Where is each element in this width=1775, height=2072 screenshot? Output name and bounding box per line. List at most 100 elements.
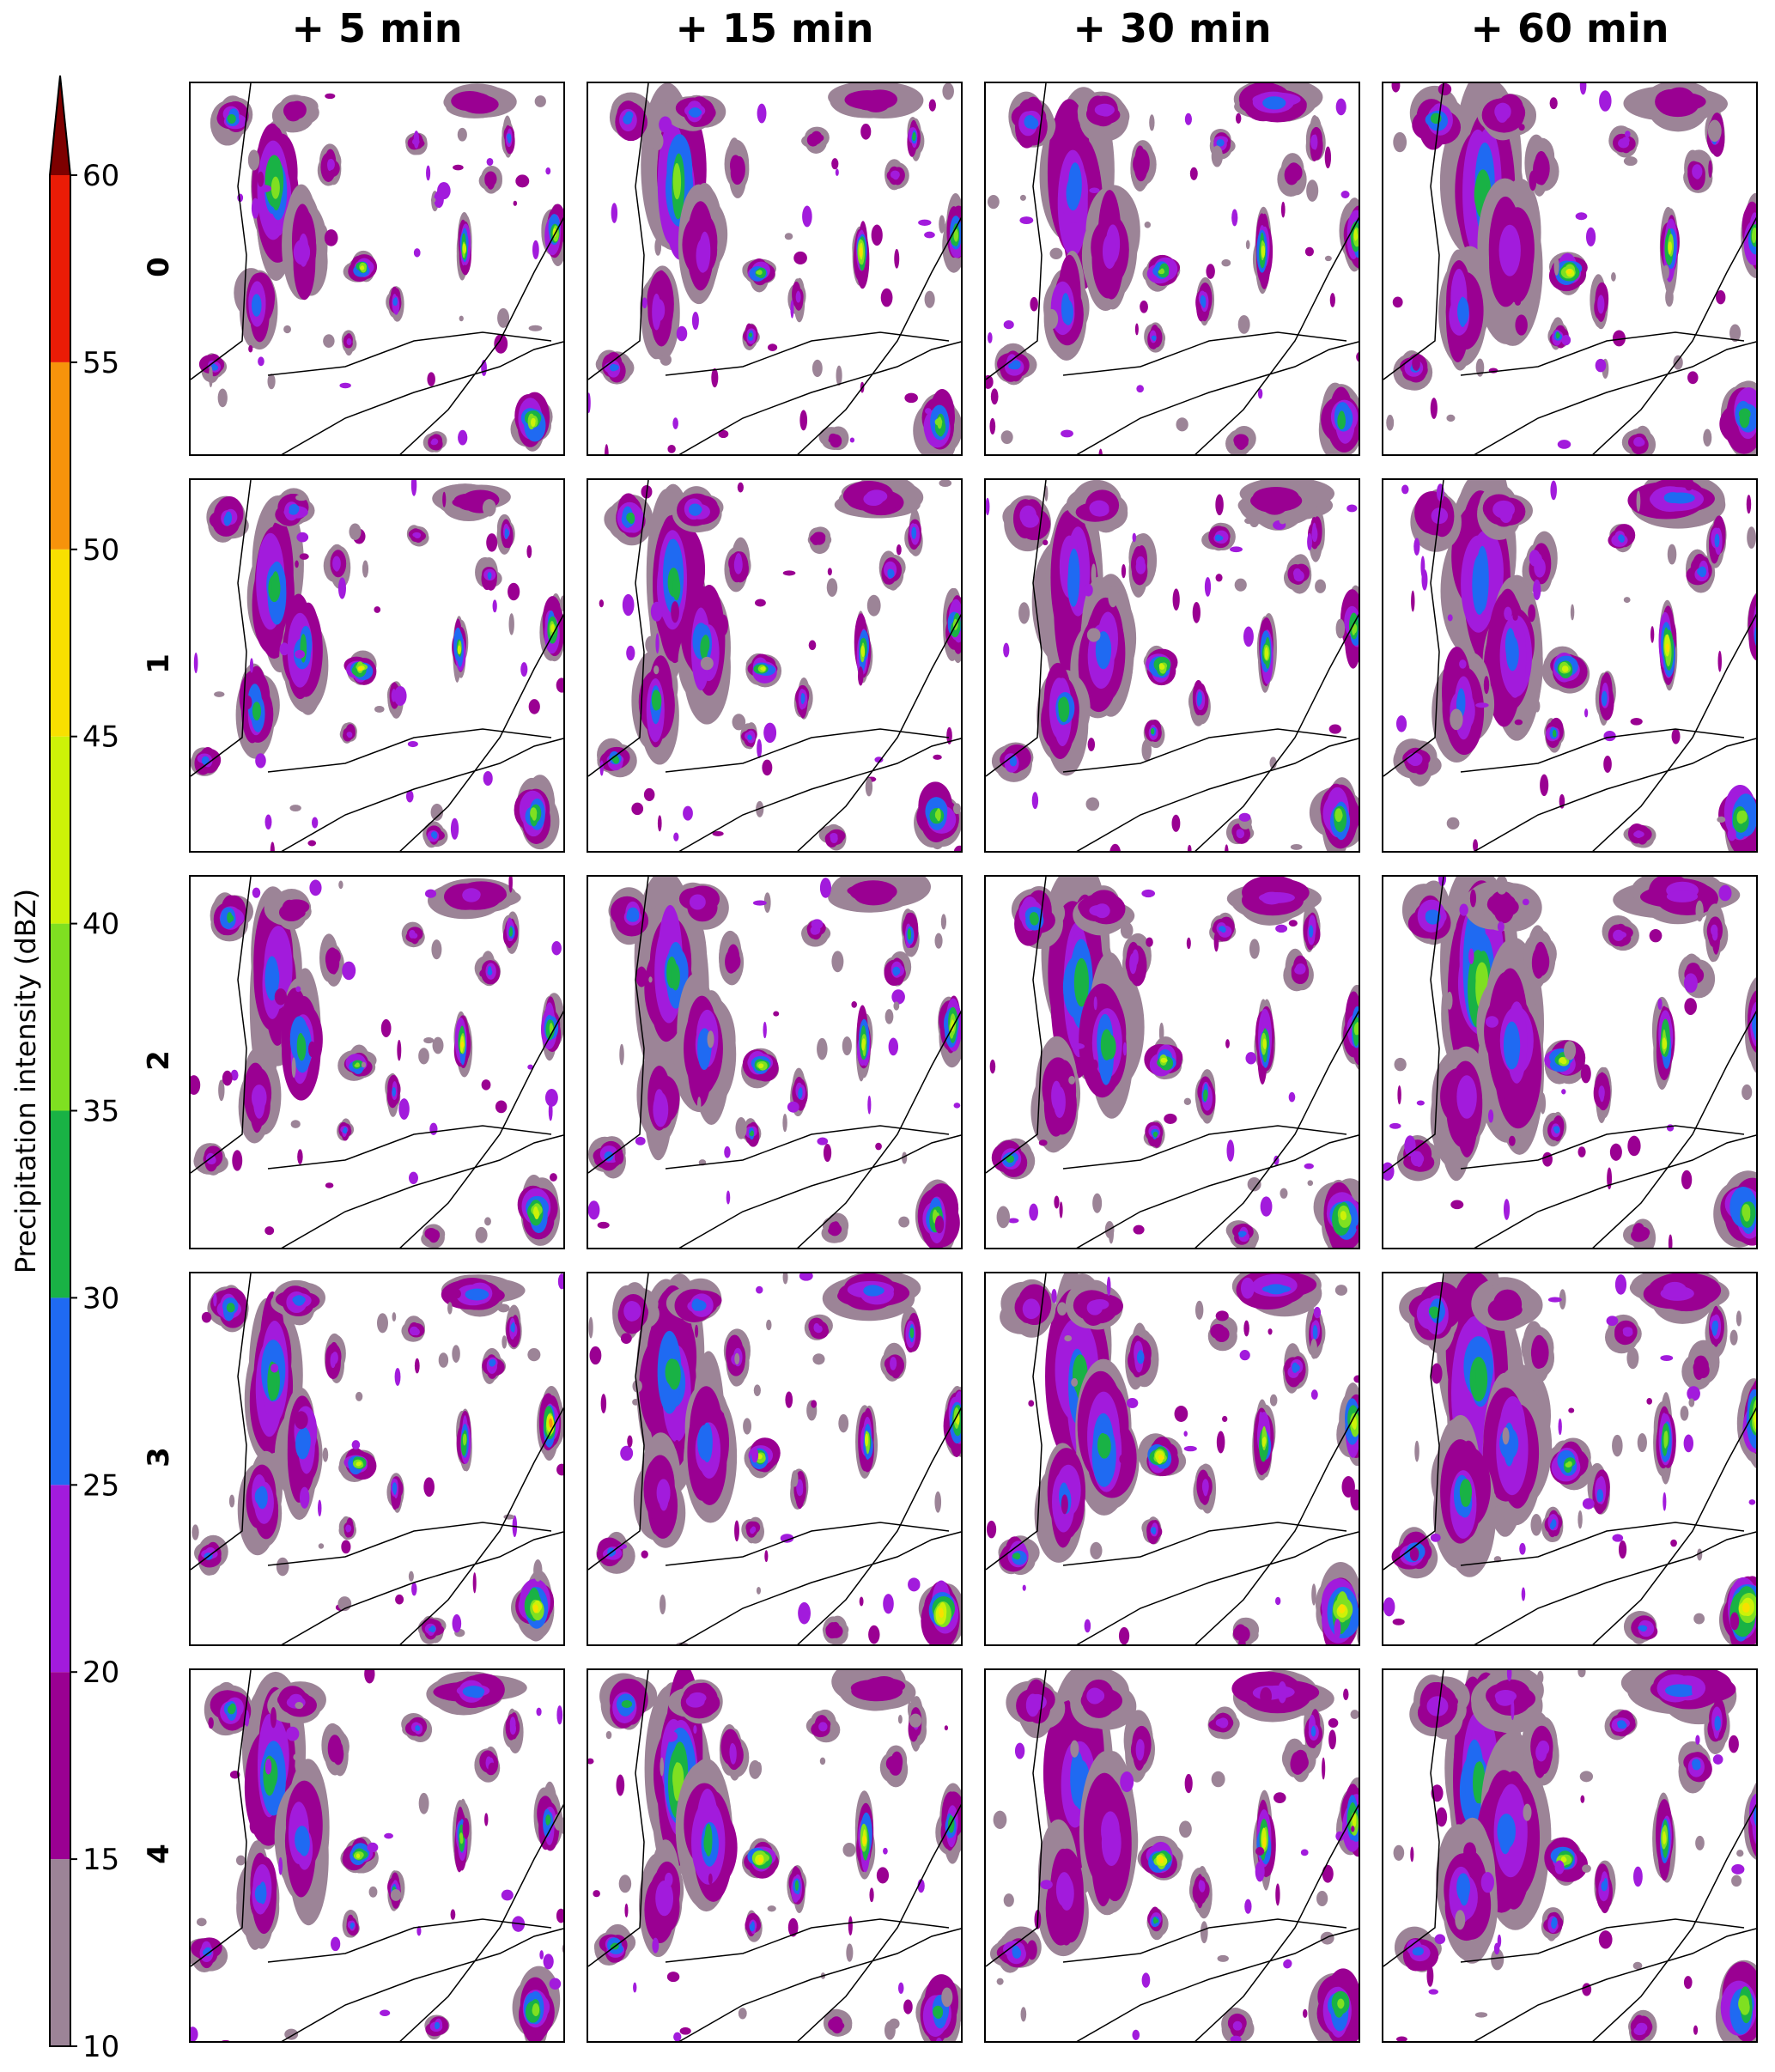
precip-speck: [1561, 335, 1571, 346]
precip-cell: [1160, 1058, 1168, 1063]
precip-cell: [508, 929, 513, 937]
precip-speck: [1530, 1514, 1542, 1536]
precip-speck: [589, 1346, 602, 1365]
precip-speck: [1171, 814, 1181, 832]
precip-speck: [782, 1113, 787, 1133]
colorbar-bin-55-60: [50, 175, 70, 362]
precip-speck: [660, 354, 672, 366]
precip-speck: [551, 940, 562, 956]
precip-speck: [1304, 1163, 1314, 1170]
precip-speck: [1459, 659, 1467, 669]
precip-cell: [1668, 241, 1672, 255]
precip-speck: [763, 722, 777, 744]
precip-cell: [623, 1301, 641, 1322]
precip-cell: [799, 1087, 803, 1098]
precip-speck: [831, 951, 844, 973]
precip-speck: [990, 388, 999, 405]
precip-speck: [1547, 1297, 1562, 1303]
precip-cell: [1310, 134, 1317, 149]
coastline: [1460, 331, 1745, 376]
coastline: [986, 877, 1047, 1174]
map-panel-r2-c1: [189, 875, 565, 1249]
precip-speck: [896, 544, 902, 556]
precip-cell: [225, 511, 233, 525]
precip-speck: [429, 1122, 438, 1135]
precip-speck: [1438, 83, 1452, 96]
precip-speck: [297, 1149, 303, 1164]
precip-cell: [1754, 1412, 1756, 1430]
precip-speck: [1315, 579, 1327, 593]
precip-speck: [1186, 937, 1191, 950]
precip-speck: [1663, 1492, 1667, 1511]
precip-speck: [1216, 1431, 1225, 1454]
precip-cell: [1636, 1228, 1650, 1238]
precip-speck: [1335, 98, 1346, 116]
colorbar-bin-20-25: [50, 1485, 70, 1673]
precip-cell: [829, 433, 837, 443]
precip-speck: [501, 1335, 508, 1349]
precip-cell: [1337, 412, 1346, 430]
precip-speck: [393, 685, 407, 707]
precip-speck: [904, 392, 918, 404]
precip-speck: [767, 343, 778, 351]
precip-speck: [414, 1358, 420, 1374]
precip-speck: [1446, 817, 1460, 829]
precip-speck: [276, 1557, 289, 1577]
precip-cell: [829, 1221, 841, 1237]
precip-cell: [1504, 628, 1516, 662]
precip-speck: [526, 544, 532, 558]
precip-speck: [1612, 1434, 1623, 1457]
precip-speck: [459, 315, 464, 322]
colorbar-tick-label: 40: [82, 908, 119, 942]
precip-speck: [426, 165, 431, 181]
row-label: 3: [142, 1447, 176, 1467]
precip-speck: [193, 652, 198, 674]
precip-speck: [1174, 1406, 1188, 1423]
map-panel-r2-c3: [984, 875, 1360, 1249]
precip-cell: [356, 1461, 362, 1466]
precip-cell: [1489, 890, 1514, 918]
precip-speck: [201, 1311, 212, 1323]
precip-speck: [1306, 179, 1319, 202]
precip-speck: [1392, 296, 1403, 308]
precip-speck: [1134, 323, 1139, 336]
coastline: [1592, 1010, 1756, 1248]
precip-cell: [293, 1295, 305, 1306]
precip-cell: [936, 808, 941, 822]
precip-speck: [1550, 480, 1557, 501]
precip-cell: [853, 90, 886, 111]
map-panel-r1-c3: [984, 478, 1360, 853]
precip-speck: [1288, 1091, 1296, 1103]
precip-speck: [1529, 550, 1541, 567]
precip-speck: [751, 1447, 759, 1463]
precip-speck: [1564, 1041, 1577, 1060]
precip-cell: [1475, 1360, 1487, 1394]
precip-cell: [651, 690, 661, 711]
precip-cell: [1742, 1602, 1750, 1613]
precip-cell: [858, 887, 892, 904]
precip-speck: [1391, 83, 1401, 93]
precip-speck: [793, 251, 807, 265]
precip-speck: [1149, 114, 1155, 131]
precip-cell: [1197, 691, 1202, 705]
map-panel-r3-c1: [189, 1272, 565, 1646]
precip-speck: [1636, 490, 1641, 512]
precip-speck: [1195, 1300, 1204, 1320]
precip-speck: [620, 1445, 634, 1461]
precip-speck: [1260, 1196, 1273, 1217]
precip-speck: [1231, 209, 1238, 227]
precip-speck: [472, 1572, 477, 1594]
precip-speck: [1307, 532, 1313, 551]
coastline: [399, 1407, 563, 1644]
precip-speck: [1412, 355, 1420, 371]
precip-speck: [632, 1379, 642, 1393]
precip-speck: [754, 599, 766, 607]
precip-cell: [531, 417, 536, 428]
precip-speck: [726, 1190, 731, 1205]
precip-speck: [827, 568, 832, 576]
precip-speck: [1504, 606, 1512, 621]
precip-speck: [791, 1470, 799, 1487]
colorbar-tick-label: 35: [82, 1095, 119, 1129]
precip-speck: [515, 174, 530, 188]
precip-speck: [1000, 430, 1013, 445]
